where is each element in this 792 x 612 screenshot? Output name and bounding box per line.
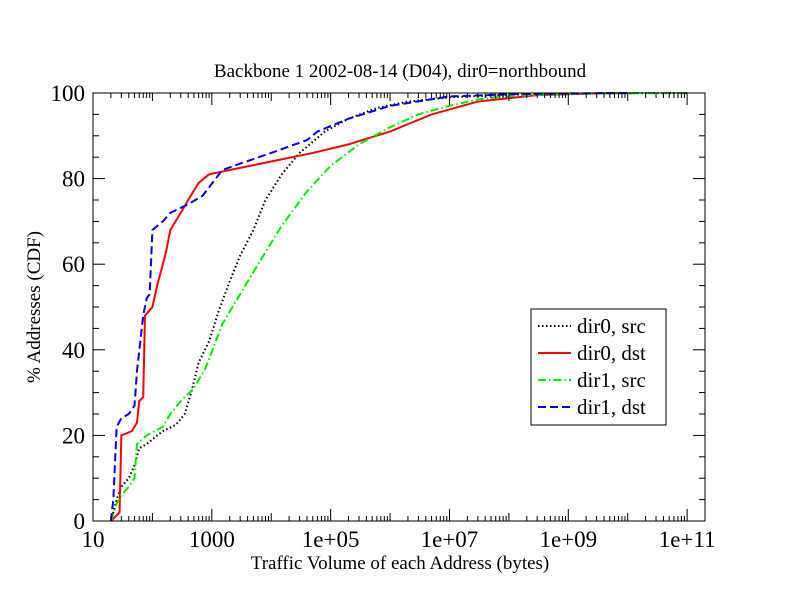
chart-title: Backbone 1 2002-08-14 (D04), dir0=northb… (214, 61, 587, 82)
y-tick-label: 80 (62, 167, 85, 192)
y-tick-label: 20 (62, 423, 85, 448)
legend-box (530, 308, 667, 426)
legend-label: dir1, dst (577, 395, 646, 419)
x-axis-label: Traffic Volume of each Address (bytes) (251, 553, 550, 574)
legend-label: dir0, src (577, 314, 646, 338)
x-tick-label: 1e+09 (539, 527, 597, 552)
y-axis-label: % Addresses (CDF) (24, 231, 45, 383)
series-line-1 (109, 92, 688, 522)
y-tick-label: 100 (51, 81, 86, 106)
legend-label: dir0, dst (577, 341, 646, 365)
x-tick-label: 10 (82, 527, 105, 552)
x-tick-label: 1000 (189, 527, 235, 552)
plot-frame (92, 92, 706, 522)
series-line-3 (109, 92, 688, 522)
tick-layer: 0 20 40 60 80 100 10 1000 1e+05 1e+07 1e+09 1e+11 (51, 81, 716, 552)
legend: dir0, src dir0, dst dir1, src dir1, dst (530, 308, 667, 426)
series-line-2 (110, 92, 628, 522)
y-tick-label: 0 (74, 509, 86, 534)
x-tick-label: 1e+05 (302, 527, 360, 552)
series-line-4 (109, 92, 628, 522)
y-tick-label: 60 (62, 252, 85, 277)
x-tick-label: 1e+11 (659, 527, 716, 552)
series-layer (109, 92, 688, 522)
legend-label: dir1, src (577, 368, 646, 392)
y-tick-label: 40 (62, 338, 85, 363)
x-tick-label: 1e+07 (421, 527, 479, 552)
